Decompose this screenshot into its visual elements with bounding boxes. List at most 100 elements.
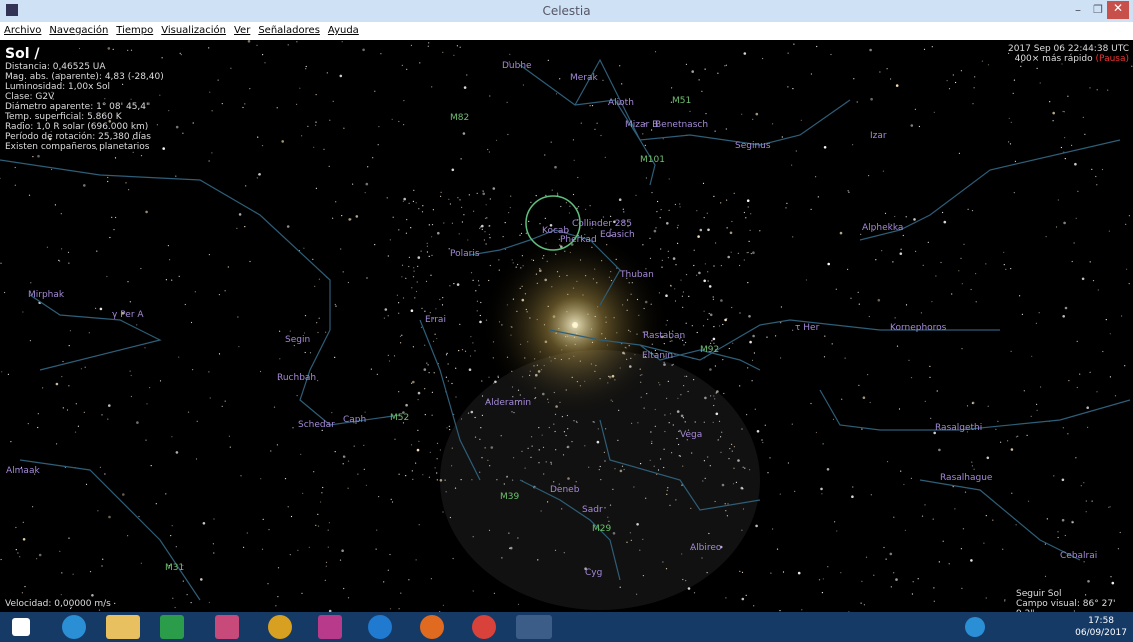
object-label[interactable]: Benetnasch [655, 120, 708, 130]
object-label[interactable]: Segin [285, 335, 310, 345]
object-label[interactable]: Caph [343, 415, 366, 425]
help-icon[interactable] [965, 617, 985, 637]
minimize-button[interactable]: – [1075, 3, 1081, 17]
object-label[interactable]: Alderamin [485, 398, 531, 408]
star [681, 415, 684, 418]
menu-item[interactable]: Ver [234, 25, 250, 36]
store-icon[interactable] [160, 615, 184, 639]
start-button[interactable] [12, 618, 30, 636]
object-label[interactable]: Collinder 285 [572, 219, 632, 229]
object-label[interactable]: Almaak [6, 466, 40, 476]
clock: 17:58 06/09/2017 [1075, 615, 1127, 639]
app-icon-1[interactable] [215, 615, 239, 639]
hp-icon[interactable] [368, 615, 392, 639]
object-label[interactable]: Albireo [690, 543, 722, 553]
object-label[interactable]: Cyg [585, 568, 602, 578]
object-label[interactable]: Kornephoros [890, 323, 947, 333]
star [614, 468, 615, 469]
object-label[interactable]: M52 [390, 413, 409, 423]
object-label[interactable]: Alioth [608, 98, 634, 108]
star [612, 489, 613, 490]
object-label[interactable]: τ Her [795, 323, 820, 333]
menu-item[interactable]: Archivo [4, 25, 41, 36]
object-label[interactable]: M51 [672, 96, 691, 106]
object-label[interactable]: Sadr [582, 505, 603, 515]
menu-item[interactable]: Navegación [49, 25, 108, 36]
star [1074, 242, 1075, 243]
star [413, 267, 414, 268]
object-label[interactable]: Seginus [735, 141, 771, 151]
object-label[interactable]: M101 [640, 155, 665, 165]
star [850, 298, 851, 299]
object-label[interactable]: Cebalrai [1060, 551, 1097, 561]
object-label[interactable]: M39 [500, 492, 519, 502]
star [384, 318, 385, 319]
star [430, 452, 431, 453]
star [340, 248, 341, 249]
star [343, 456, 346, 459]
object-label[interactable]: Deneb [550, 485, 580, 495]
app-icon-3[interactable] [318, 615, 342, 639]
star [463, 132, 466, 135]
star [108, 404, 111, 407]
menu-item[interactable]: Tiempo [116, 25, 153, 36]
star [22, 311, 23, 312]
star [934, 601, 935, 602]
ie-icon[interactable] [62, 615, 86, 639]
star [972, 403, 973, 404]
menu-item[interactable]: Señaladores [258, 25, 320, 36]
object-label[interactable]: Rastaban [643, 331, 685, 341]
time: 2017 Sep 06 22:44:38 UTC [1008, 44, 1129, 54]
object-label[interactable]: Errai [425, 315, 446, 325]
star [507, 102, 508, 103]
star [458, 350, 459, 351]
object-label[interactable]: Ruchbah [277, 373, 316, 383]
celestia-task[interactable] [516, 615, 552, 639]
object-label[interactable]: Mirphak [28, 290, 65, 300]
star [912, 593, 913, 594]
star [1062, 519, 1065, 522]
star [1107, 90, 1108, 91]
star [149, 387, 150, 388]
object-label[interactable]: Alphekka [862, 223, 903, 233]
menu-item[interactable]: Visualización [161, 25, 226, 36]
object-label[interactable]: Merak [570, 73, 599, 83]
chrome-icon[interactable] [472, 615, 496, 639]
explorer-icon[interactable] [106, 615, 140, 639]
object-label[interactable]: M92 [700, 345, 719, 355]
star [1056, 226, 1057, 227]
star [464, 86, 467, 89]
close-button[interactable]: ✕ [1107, 1, 1129, 19]
object-label[interactable]: Dubhe [502, 61, 532, 71]
object-label[interactable]: Rasalhague [940, 473, 993, 483]
object-label[interactable]: Eltanin [642, 351, 673, 361]
object-label[interactable]: M29 [592, 524, 611, 534]
star [1075, 457, 1076, 458]
star [949, 563, 950, 564]
object-label[interactable]: Thuban [619, 270, 654, 280]
object-label[interactable]: M82 [450, 113, 469, 123]
object-label[interactable]: Schedar [298, 420, 335, 430]
object-label[interactable]: Polaris [450, 249, 480, 259]
app-icon-2[interactable] [268, 615, 292, 639]
object-label[interactable]: M31 [165, 563, 184, 573]
star [708, 280, 709, 281]
menu-item[interactable]: Ayuda [328, 25, 359, 36]
star [145, 211, 148, 214]
star [248, 40, 251, 43]
star [383, 581, 384, 582]
object-label[interactable]: Vega [680, 430, 702, 440]
firefox-icon[interactable] [420, 615, 444, 639]
object-label[interactable]: Pherkad [560, 235, 597, 245]
star [971, 462, 972, 463]
star [1071, 145, 1072, 146]
object-label[interactable]: γ Per A [112, 310, 144, 320]
star [833, 419, 834, 420]
object-label[interactable]: Rasalgethi [935, 423, 982, 433]
star [571, 441, 572, 442]
restore-button[interactable]: ❐ [1093, 3, 1103, 16]
object-label[interactable]: Izar [870, 131, 887, 141]
object-label[interactable]: Edasich [600, 230, 635, 240]
star [961, 588, 962, 589]
object-label[interactable]: Mizar B [625, 120, 658, 130]
